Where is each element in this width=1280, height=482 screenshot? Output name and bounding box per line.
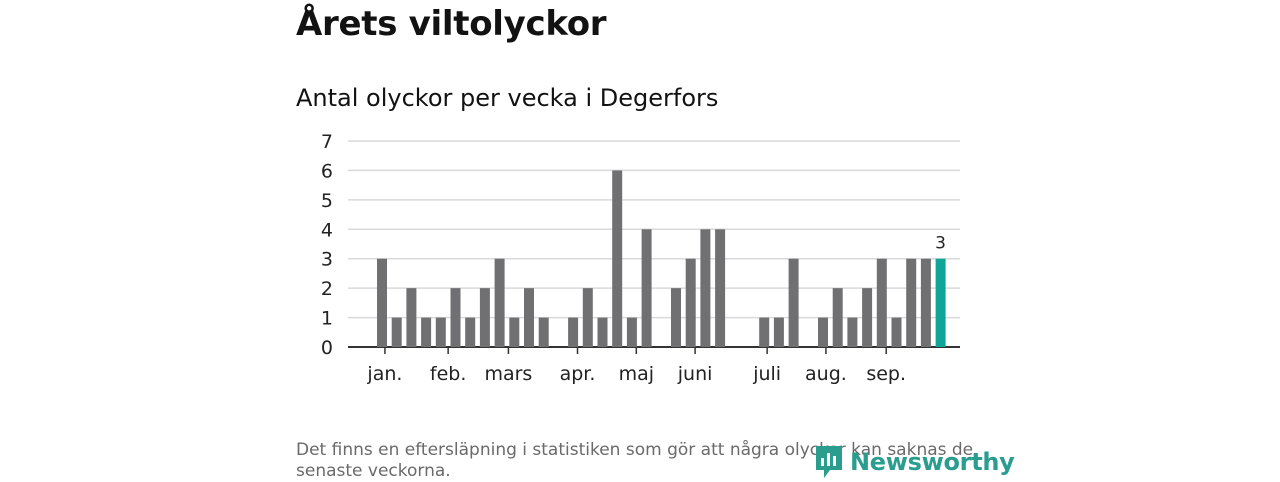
bar — [920, 258, 931, 347]
x-tick-label: aug. — [805, 363, 847, 385]
bar — [538, 317, 549, 347]
x-tick-label: apr. — [560, 363, 596, 385]
annotations: 3 — [935, 234, 946, 254]
x-tick-label: mars — [484, 363, 532, 385]
newsworthy-logo-icon — [816, 446, 842, 478]
chart-subtitle: Antal olyckor per vecka i Degerfors — [296, 84, 719, 112]
bar — [612, 170, 623, 347]
bar — [465, 317, 476, 347]
brand-name: Newsworthy — [850, 448, 1015, 476]
bar — [773, 317, 784, 347]
x-tick-label: juni — [677, 363, 713, 385]
bar — [700, 229, 711, 347]
bar — [671, 288, 681, 347]
bar — [450, 288, 461, 347]
x-tick-label: juli — [752, 363, 781, 385]
bar — [626, 317, 637, 347]
bar — [582, 288, 593, 347]
y-tick-label: 7 — [321, 131, 333, 153]
footnote: Det finns en eftersläpning i statistiken… — [296, 440, 974, 481]
y-tick-label: 1 — [321, 308, 333, 330]
y-tick-label: 4 — [321, 219, 333, 241]
grid-lines — [348, 140, 960, 348]
bar — [906, 258, 917, 347]
bar — [788, 258, 799, 347]
bar — [685, 258, 696, 347]
x-tick-label: maj — [619, 363, 654, 385]
bar — [568, 317, 579, 347]
y-tick-label: 6 — [321, 160, 333, 182]
x-axis-month-labels: jan. feb. mars apr. maj juni juli aug. sep. — [366, 347, 906, 385]
bar — [597, 317, 608, 347]
bar — [847, 317, 858, 347]
bar — [479, 288, 490, 347]
bar — [524, 288, 534, 347]
bars — [377, 170, 946, 347]
bar — [435, 317, 446, 347]
bar — [406, 288, 417, 347]
headline: Årets viltolyckor — [296, 4, 607, 44]
bar — [391, 317, 402, 347]
bar — [421, 317, 432, 347]
y-tick-label: 2 — [321, 278, 333, 300]
y-tick-label: 5 — [321, 190, 333, 212]
bar — [715, 229, 726, 347]
bar — [494, 258, 505, 347]
y-axis-ticks: 0 1 2 3 4 5 6 7 — [321, 131, 333, 359]
x-tick-label: sep. — [866, 363, 906, 385]
bar — [862, 288, 873, 347]
bar-highlight — [935, 258, 946, 347]
data-label: 3 — [935, 234, 946, 254]
bar — [759, 317, 770, 347]
bar-chart: 0 1 2 3 4 5 6 7 jan. feb. mars apr. maj juni juli aug.… — [321, 131, 960, 385]
bar — [818, 317, 828, 347]
bar — [641, 229, 652, 347]
bar — [377, 258, 387, 347]
bar — [832, 288, 843, 347]
y-tick-label: 3 — [321, 249, 333, 271]
x-tick-label: jan. — [366, 363, 402, 385]
y-tick-label: 0 — [321, 337, 333, 359]
bar — [509, 317, 520, 347]
bar — [891, 317, 902, 347]
x-tick-label: feb. — [430, 363, 466, 385]
brand-logo: Newsworthy — [814, 444, 1015, 480]
bar — [876, 258, 887, 347]
